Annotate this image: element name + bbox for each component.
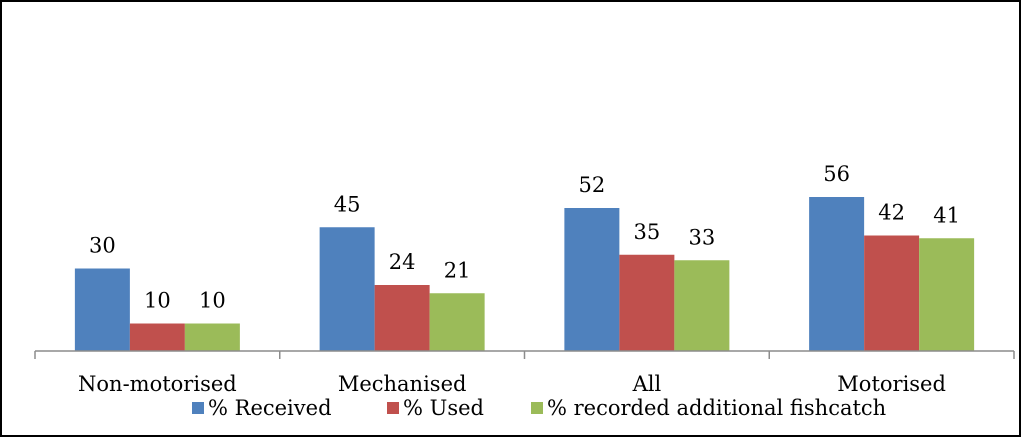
- bar-mechanised-series-0: [319, 227, 375, 351]
- data-label: 21: [444, 258, 471, 282]
- bar-non-motorised-series-2: [184, 323, 240, 351]
- legend-label: % recorded additional fishcatch: [547, 396, 886, 420]
- category-label: Non-motorised: [78, 372, 237, 396]
- bars-layer: [74, 197, 975, 351]
- legend: % Received % Used % recorded additional fi…: [192, 396, 886, 420]
- x-axis: Non-motorised Mechanised All Motorised: [34, 350, 1015, 396]
- bar-non-motorised-series-1: [129, 323, 185, 351]
- bar-all-series-1: [619, 254, 675, 351]
- legend-label: % Received: [208, 396, 332, 420]
- legend-swatch: [531, 402, 543, 414]
- data-label: 10: [144, 289, 171, 313]
- data-label: 56: [823, 162, 850, 186]
- bar-mechanised-series-1: [374, 285, 430, 351]
- category-label: Mechanised: [338, 372, 467, 396]
- data-label: 33: [689, 225, 716, 249]
- bar-non-motorised-series-0: [74, 268, 130, 351]
- data-labels-layer: 30 10 10 45 24 21 52 35 33 56 42 41: [89, 162, 960, 313]
- bar-motorised-series-2: [919, 238, 975, 351]
- data-label: 45: [334, 192, 361, 216]
- legend-swatch: [387, 402, 399, 414]
- bar-mechanised-series-2: [429, 293, 485, 351]
- bar-motorised-series-0: [809, 197, 865, 351]
- legend-swatch: [192, 402, 204, 414]
- data-label: 24: [389, 250, 416, 274]
- bar-all-series-2: [674, 260, 730, 351]
- legend-label: % Used: [403, 396, 484, 420]
- data-label: 52: [579, 173, 606, 197]
- data-label: 10: [199, 289, 226, 313]
- bar-all-series-0: [564, 208, 620, 351]
- data-label: 30: [89, 234, 116, 258]
- category-label: All: [632, 372, 662, 396]
- data-label: 35: [634, 220, 661, 244]
- data-label: 41: [933, 203, 960, 227]
- bar-motorised-series-1: [864, 235, 920, 351]
- data-label: 42: [878, 201, 905, 225]
- category-label: Motorised: [837, 372, 946, 396]
